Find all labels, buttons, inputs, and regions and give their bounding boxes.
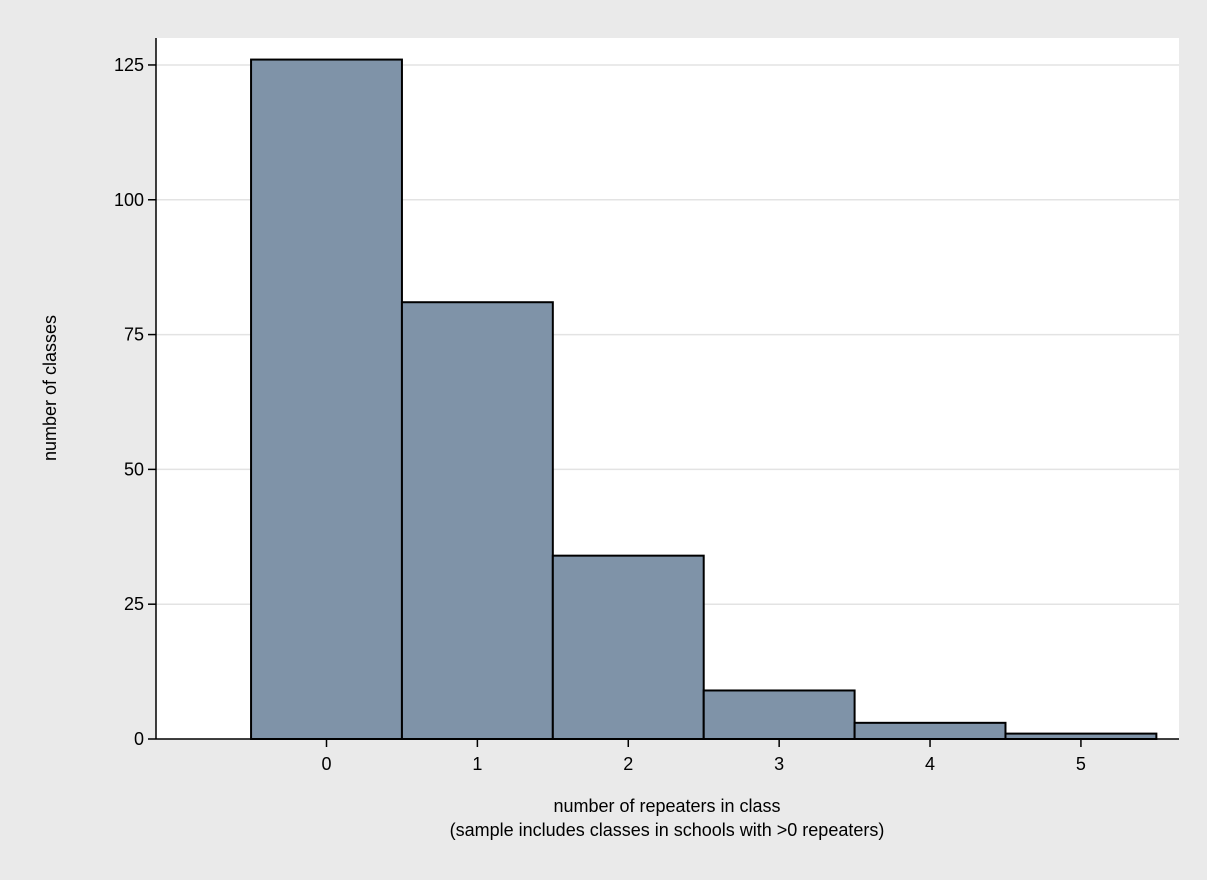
x-tick-label: 5 xyxy=(1076,754,1086,774)
x-tick-label: 3 xyxy=(774,754,784,774)
bar-3 xyxy=(702,689,856,741)
y-ticks: 0 25 50 75 100 125 xyxy=(114,55,156,749)
x-ticks: 0 1 2 3 4 5 xyxy=(321,739,1086,774)
bar-1 xyxy=(400,301,554,740)
y-tick-label: 50 xyxy=(124,459,144,479)
y-tick-label: 125 xyxy=(114,55,144,75)
x-tick-label: 4 xyxy=(925,754,935,774)
bar-5 xyxy=(1004,732,1158,740)
bars xyxy=(250,58,1158,741)
y-tick-label: 100 xyxy=(114,190,144,210)
x-tick-label: 0 xyxy=(321,754,331,774)
y-tick-label: 0 xyxy=(134,729,144,749)
x-tick-label: 1 xyxy=(472,754,482,774)
y-tick-label: 25 xyxy=(124,594,144,614)
x-axis-title: number of repeaters in class xyxy=(553,796,780,816)
x-axis-note: (sample includes classes in schools with… xyxy=(450,820,885,840)
y-axis-title: number of classes xyxy=(40,315,60,461)
x-tick-label: 2 xyxy=(623,754,633,774)
bar-0 xyxy=(250,58,403,741)
bar-2 xyxy=(551,554,705,741)
bar-4 xyxy=(853,721,1007,740)
y-tick-label: 75 xyxy=(124,325,144,345)
